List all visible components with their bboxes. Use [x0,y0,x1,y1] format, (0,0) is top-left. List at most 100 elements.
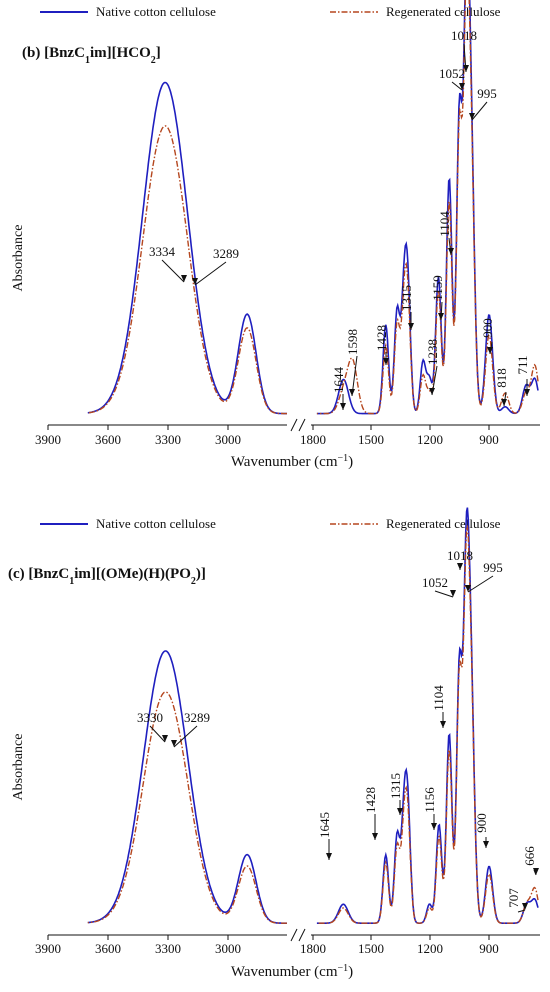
peak-arrowhead [463,65,469,72]
peak-label: 1315 [399,285,414,311]
peak-arrowhead [459,83,465,90]
y-axis-label: Absorbance [11,225,26,292]
peak-label: 1018 [451,28,477,43]
peak-arrowhead [448,248,454,255]
peak-label: 1052 [439,66,465,81]
peak-label: 1428 [374,325,389,351]
peak-arrowhead [340,403,346,410]
x-axis: 3900 3600 3300 3000 1800 1500 1200 900 [35,928,540,956]
legend: Native cotton cellulose Regenerated cellu… [40,516,501,531]
legend-label-regenerated: Regenerated cellulose [386,516,501,531]
x-tick-label: 1500 [358,941,384,956]
peak-arrowhead [162,735,168,742]
series-regenerated-line [87,125,287,415]
series-regenerated-line [316,525,539,924]
peak-label: 900 [474,813,489,833]
peak-label: 1644 [331,367,346,394]
axis-break-mark [290,418,298,432]
x-tick-label: 1200 [417,432,443,447]
peak-arrowhead [501,399,507,406]
peak-arrowhead [372,833,378,840]
peak-label: 995 [483,560,503,575]
y-axis-label: Absorbance [11,734,26,801]
peak-arrowhead [522,903,528,910]
peak-label: 818 [494,368,509,388]
peak-arrowhead [383,358,389,365]
peak-arrowhead [469,113,475,120]
axis-break-mark [298,928,306,942]
x-tick-label: 1200 [417,941,443,956]
peak-label: 3289 [213,246,239,261]
peak-label: 3289 [184,710,210,725]
peak-arrowhead [487,347,493,354]
peak-arrowhead [408,323,414,330]
peak-arrowhead [457,563,463,570]
peak-label: 1428 [363,787,378,813]
panel-title: (c) [BnzC1im][(OMe)(H)(PO2)] [8,566,206,587]
peak-label: 1645 [317,812,332,838]
peak-label: 1238 [425,339,440,365]
series-regenerated-line [316,0,539,415]
x-tick-label: 1800 [300,432,326,447]
peak-label: 1104 [431,685,446,711]
x-axis-label: Wavenumber (cm−1) [231,453,353,471]
peak-arrow [149,725,166,743]
peak-label: 3330 [137,710,163,725]
panel-c: Native cotton cellulose Regenerated cellu… [8,507,540,981]
x-axis-label: Wavenumber (cm−1) [231,963,353,981]
peak-arrowhead [483,841,489,848]
series-native-line [87,650,287,924]
x-tick-label: 3000 [215,941,241,956]
peak-label: 3334 [149,244,176,259]
peak-arrow [173,725,198,748]
series-regenerated-line [87,691,287,924]
peak-arrow [471,101,488,121]
peak-arrow [161,259,185,283]
x-axis: 3900 3600 3300 3000 1800 1500 1200 900 [35,418,540,447]
peak-label: 1104 [437,211,452,237]
x-tick-label: 3600 [95,432,121,447]
peak-label: 1315 [388,773,403,799]
peak-label: 1052 [422,575,448,590]
axis-break-mark [290,928,298,942]
x-tick-label: 1800 [300,941,326,956]
peak-label: 1156 [422,787,437,813]
legend-label-native: Native cotton cellulose [96,4,216,19]
series-native-line [87,81,287,415]
peak-arrow [194,261,227,286]
peak-arrowhead [533,868,539,875]
peak-arrowhead [181,275,187,282]
peak-arrowhead [429,388,435,395]
peak-arrow [467,575,494,593]
x-tick-label: 3300 [155,432,181,447]
peak-arrow [451,81,463,91]
legend: Native cotton cellulose Regenerated cellu… [40,4,501,19]
peak-arrowhead [465,585,471,592]
peak-label: 666 [522,846,537,866]
peak-arrowhead [192,278,198,285]
panel-b: Native cotton cellulose Regenerated cellu… [11,0,540,470]
x-tick-label: 3000 [215,432,241,447]
peak-label: 711 [515,355,530,374]
axis-break-mark [298,418,306,432]
x-tick-label: 3300 [155,941,181,956]
peak-arrowhead [450,590,456,597]
peak-arrow [517,909,526,913]
x-tick-label: 900 [479,941,499,956]
x-tick-label: 900 [479,432,499,447]
legend-label-native: Native cotton cellulose [96,516,216,531]
peak-label: 707 [506,888,521,908]
peak-arrow [434,590,454,598]
legend-label-regenerated: Regenerated cellulose [386,4,501,19]
peak-arrowhead [440,721,446,728]
peak-label: 995 [477,86,497,101]
series-native-line [316,0,539,415]
peak-label: 900 [480,318,495,338]
peak-label: 1018 [447,548,473,563]
peak-arrowhead [524,389,530,396]
x-tick-label: 3900 [35,432,61,447]
x-tick-label: 3600 [95,941,121,956]
peak-arrowhead [171,740,177,747]
peak-label: 1598 [345,329,360,355]
